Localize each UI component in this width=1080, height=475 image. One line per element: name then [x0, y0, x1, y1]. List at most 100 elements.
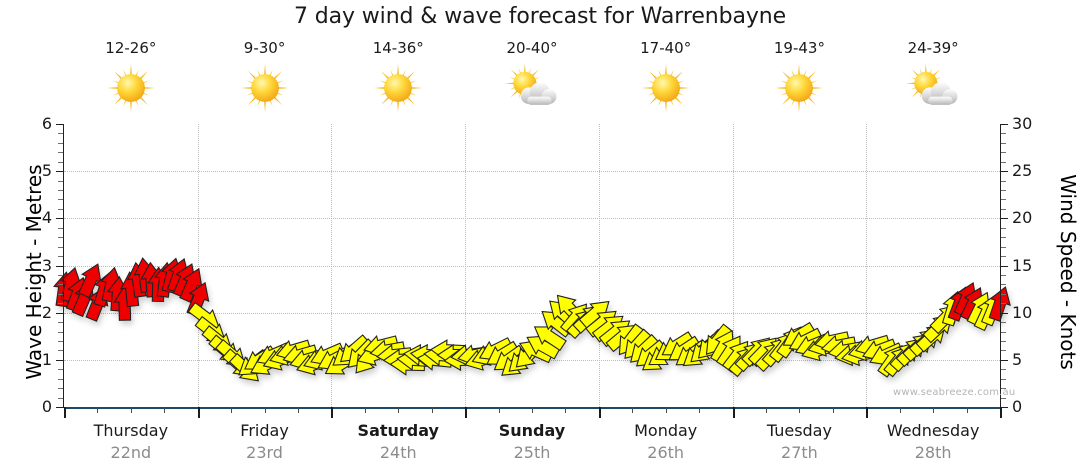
gridline-day-separator	[197, 124, 199, 407]
day-header-thursday: 12-26°	[64, 38, 198, 120]
day-header-monday: 17-40°	[599, 38, 733, 120]
x-axis-minor-tick	[364, 407, 366, 413]
y-axis-minor-tick	[58, 237, 63, 239]
y-axis-minor-tick	[58, 388, 63, 390]
page-title: 7 day wind & wave forecast for Warrenbay…	[293, 4, 787, 29]
y-axis-minor-tick	[58, 369, 63, 371]
plot-area	[53, 124, 1011, 407]
y-axis-minor-tick	[1001, 322, 1006, 324]
day-footer-monday: Monday 26th	[599, 420, 733, 464]
gridline-day-separator	[732, 124, 734, 407]
y-axis-minor-tick	[1001, 331, 1006, 333]
x-axis-minor-tick	[766, 407, 767, 413]
x-axis-major-tick	[465, 407, 468, 418]
y-axis-tick-label: 6	[41, 114, 52, 133]
y-axis-minor-tick	[58, 142, 63, 144]
y-axis-minor-tick	[58, 133, 63, 135]
x-axis-major-tick	[732, 407, 735, 418]
y-axis-minor-tick	[58, 340, 63, 342]
y-axis-minor-tick	[1001, 237, 1006, 239]
x-axis-minor-tick	[431, 407, 433, 413]
day-date-label: 24th	[379, 443, 417, 462]
y-axis-tick-label: 5	[41, 161, 52, 181]
y-axis-minor-tick	[58, 152, 63, 154]
x-axis-minor-tick	[966, 407, 968, 413]
x-axis-major-tick	[866, 407, 869, 418]
y-axis-minor-tick	[1001, 274, 1006, 276]
day-header-friday: 9-30°	[198, 38, 332, 120]
sunny-icon	[599, 61, 733, 117]
day-footer-sunday: Sunday 25th	[465, 420, 599, 464]
y-axis-major-tick	[1001, 218, 1008, 220]
y-axis-minor-tick	[58, 256, 63, 258]
y-axis-tick-label: 2	[41, 302, 52, 322]
sunny-icon	[733, 61, 867, 117]
gridline-horizontal	[64, 265, 1000, 267]
y-axis-tick-label: 5	[1012, 349, 1023, 369]
x-axis-minor-tick	[832, 407, 834, 413]
x-axis-minor-tick	[933, 407, 935, 413]
y-axis-major-tick	[1001, 124, 1008, 125]
day-date-label: 25th	[513, 443, 551, 462]
day-header-saturday: 14-36°	[331, 38, 465, 120]
y-axis-minor-tick	[58, 274, 63, 276]
day-name-label: Sunday	[498, 421, 566, 440]
y-axis-major-tick	[56, 218, 63, 220]
y-axis-minor-tick	[58, 199, 63, 201]
y-axis-tick-label: 20	[1012, 208, 1033, 228]
y-axis-minor-tick	[1001, 246, 1006, 248]
y-axis-major-tick	[56, 407, 63, 408]
y-axis-major-tick	[56, 312, 63, 314]
day-date-label: 22nd	[110, 443, 152, 462]
gridline-horizontal	[64, 312, 1000, 314]
y-axis-tick-label: 15	[1012, 255, 1033, 275]
y-axis-major-tick	[1001, 312, 1008, 314]
x-axis-minor-tick	[799, 407, 801, 413]
sunny-icon	[331, 61, 465, 117]
day-name-label: Tuesday	[766, 421, 832, 440]
y-axis-minor-tick	[1001, 397, 1006, 399]
x-axis-minor-tick	[97, 407, 99, 413]
y-axis-major-tick	[1001, 265, 1008, 267]
y-axis-minor-tick	[1001, 227, 1006, 229]
x-axis-major-tick	[331, 407, 334, 418]
x-axis-major-tick	[1000, 407, 1002, 418]
y-axis-minor-tick	[1001, 388, 1006, 390]
day-name-label: Wednesday	[886, 421, 980, 440]
y-axis-major-tick	[1001, 171, 1008, 173]
x-axis-minor-tick	[665, 407, 667, 413]
y-axis-minor-tick	[58, 190, 63, 192]
x-axis-minor-tick	[699, 407, 701, 413]
y-axis-minor-tick	[1001, 161, 1006, 163]
y-axis-minor-tick	[58, 208, 63, 210]
day-date-label: 27th	[781, 443, 818, 462]
x-axis-minor-tick	[164, 407, 166, 413]
day-name-label: Friday	[240, 421, 289, 440]
day-footer-wednesday: Wednesday 28th	[866, 420, 1000, 464]
y-axis-minor-tick	[58, 227, 63, 229]
partly-cloudy-icon	[866, 61, 1000, 117]
y-axis-minor-tick	[58, 161, 63, 163]
y-axis-minor-tick	[58, 322, 63, 324]
y-axis-tick-label: 0	[41, 397, 52, 416]
y-axis-minor-tick	[1001, 284, 1006, 286]
day-header-sunday: 20-40°	[465, 38, 599, 120]
x-axis-minor-tick	[130, 407, 132, 413]
temperature-range-label: 9-30°	[243, 39, 286, 57]
temperature-range-label: 24-39°	[907, 39, 959, 57]
y-axis-minor-tick	[58, 293, 63, 295]
day-footer-friday: Friday 23rd	[198, 420, 332, 464]
day-name-label: Saturday	[357, 421, 439, 440]
y-axis-major-tick	[56, 124, 63, 125]
gridline-horizontal	[64, 218, 1000, 220]
gridline-horizontal	[64, 171, 1000, 173]
y-axis-minor-tick	[1001, 133, 1006, 135]
day-header-tuesday: 19-43°	[733, 38, 867, 120]
day-name-label: Monday	[634, 421, 698, 440]
day-date-label: 26th	[647, 443, 685, 462]
wind-arrow-series	[53, 257, 1011, 382]
x-axis-minor-tick	[231, 407, 233, 413]
y-axis-tick-label: 4	[41, 208, 52, 228]
temperature-range-label: 20-40°	[506, 39, 558, 57]
y-axis-minor-tick	[1001, 142, 1006, 144]
